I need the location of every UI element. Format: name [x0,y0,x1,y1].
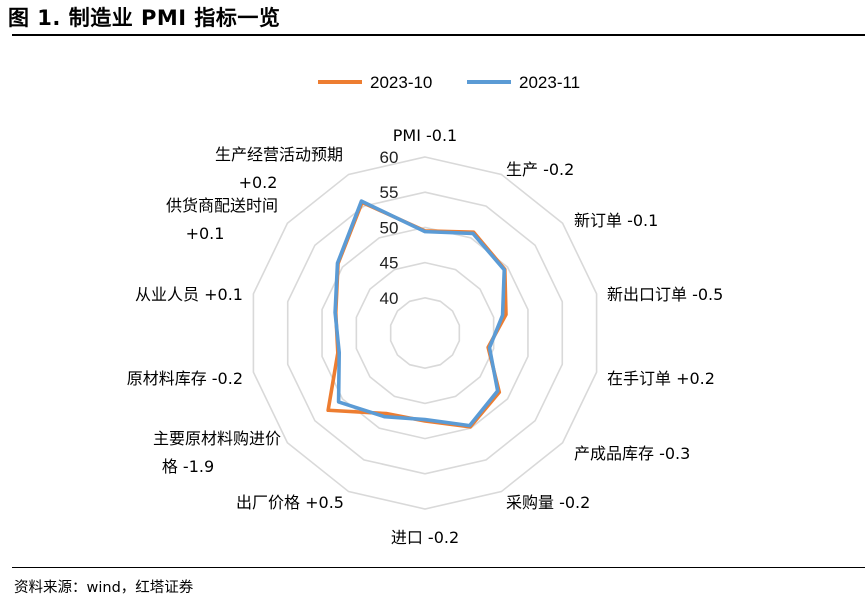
data-point [338,351,341,354]
axis-label: 从业人员 +0.1 [135,285,243,304]
data-point [424,230,426,233]
axis-label: 新订单 -0.1 [574,211,658,230]
axis-label: PMI -0.1 [393,126,457,145]
grid-ring-40 [389,296,461,370]
legend-label: 2023-10 [370,73,432,92]
axis-label: +0.1 [186,224,225,243]
radar-grid [252,156,598,510]
data-point [337,401,340,403]
data-point [424,418,426,421]
data-point [336,262,339,265]
axis-label: 主要原材料购进价 [153,429,281,448]
axis-label: 新出口订单 -0.5 [607,285,723,304]
grid-ring-45 [355,261,495,405]
axis-label: 供货商配送时间 [166,196,278,215]
data-point [503,269,506,271]
axis-label: 进口 -0.2 [391,528,459,547]
data-point [385,412,388,415]
legend: 2023-10 2023-11 [318,73,580,92]
legend-label: 2023-11 [519,73,580,92]
data-point [334,311,336,314]
tick-label: 60 [380,148,399,167]
data-point [327,409,329,412]
grid-ring-55 [286,191,564,475]
axis-labels: PMI -0.1 生产 -0.2 新订单 -0.1 新出口订单 -0.5 在手订单 +0… [127,126,724,547]
data-point [383,415,386,418]
tick-label: 55 [380,183,399,202]
data-point [472,232,474,235]
figure-title: 图 1. 制造业 PMI 指标一览 [8,6,281,30]
data-point [501,314,504,317]
source-note: 资料来源：wind，红塔证券 [14,580,194,596]
radar-chart: 40 45 50 55 60 PMI -0.1 生产 -0.2 新订单 -0.1 新出口订单 … [127,73,724,547]
radar-series [326,199,508,429]
axis-label: +0.2 [239,173,278,192]
axis-label: 格 -1.9 [162,457,214,476]
tick-label: 50 [380,218,399,237]
data-point [496,390,499,392]
tick-label: 45 [380,254,399,273]
series-line-2023-11 [333,199,507,428]
data-point [488,346,491,349]
radial-tick-labels: 40 45 50 55 60 [380,148,399,308]
axis-label: 采购量 -0.2 [506,493,590,512]
data-point [505,313,507,316]
axis-label: 原材料库存 -0.2 [127,369,243,388]
series-line-2023-10 [326,200,508,429]
axis-label: 生产经营活动预期 [215,145,343,164]
data-point [468,424,471,427]
data-point [360,200,363,202]
axis-label: 生产 -0.2 [506,160,574,179]
axis-label: 出厂价格 +0.5 [236,493,344,512]
grid-ring-60 [252,156,598,510]
tick-label: 40 [380,289,399,308]
axis-label: 产成品库存 -0.3 [574,444,690,463]
source-rule [12,567,865,568]
title-rule [12,34,865,36]
axis-label: 在手订单 +0.2 [607,369,715,388]
